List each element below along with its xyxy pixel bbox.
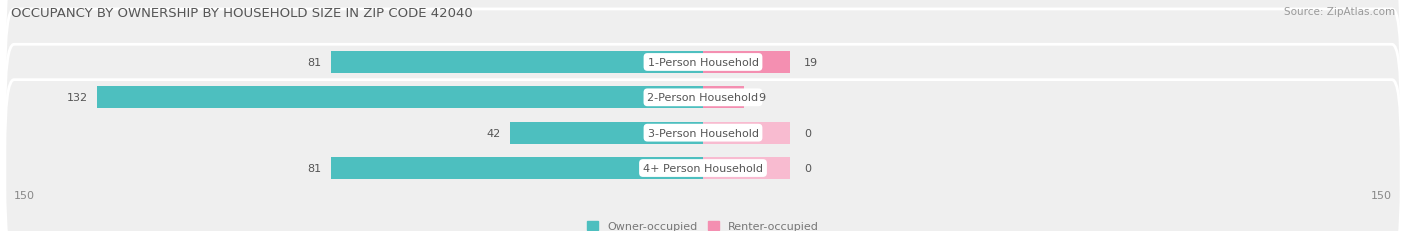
FancyBboxPatch shape <box>4 80 1402 231</box>
Bar <box>703 122 790 144</box>
Text: 9: 9 <box>758 93 765 103</box>
Text: 19: 19 <box>804 58 818 68</box>
FancyBboxPatch shape <box>4 0 1402 151</box>
Text: 4+ Person Household: 4+ Person Household <box>643 163 763 173</box>
Bar <box>330 157 703 179</box>
Text: 1-Person Household: 1-Person Household <box>648 58 758 68</box>
Text: 81: 81 <box>308 163 322 173</box>
Text: 81: 81 <box>308 58 322 68</box>
FancyBboxPatch shape <box>4 45 1402 221</box>
Text: 0: 0 <box>804 128 811 138</box>
Text: 3-Person Household: 3-Person Household <box>648 128 758 138</box>
Bar <box>330 52 703 74</box>
Legend: Owner-occupied, Renter-occupied: Owner-occupied, Renter-occupied <box>582 216 824 231</box>
Text: 0: 0 <box>804 163 811 173</box>
Bar <box>703 157 790 179</box>
Text: 150: 150 <box>14 190 35 200</box>
Bar <box>97 87 703 109</box>
Text: 2-Person Household: 2-Person Household <box>647 93 759 103</box>
Bar <box>703 52 790 74</box>
Text: OCCUPANCY BY OWNERSHIP BY HOUSEHOLD SIZE IN ZIP CODE 42040: OCCUPANCY BY OWNERSHIP BY HOUSEHOLD SIZE… <box>11 7 472 20</box>
Text: Source: ZipAtlas.com: Source: ZipAtlas.com <box>1284 7 1395 17</box>
Text: 42: 42 <box>486 128 501 138</box>
Bar <box>510 122 703 144</box>
Text: 132: 132 <box>66 93 87 103</box>
Bar <box>703 87 744 109</box>
FancyBboxPatch shape <box>4 10 1402 186</box>
Text: 150: 150 <box>1371 190 1392 200</box>
